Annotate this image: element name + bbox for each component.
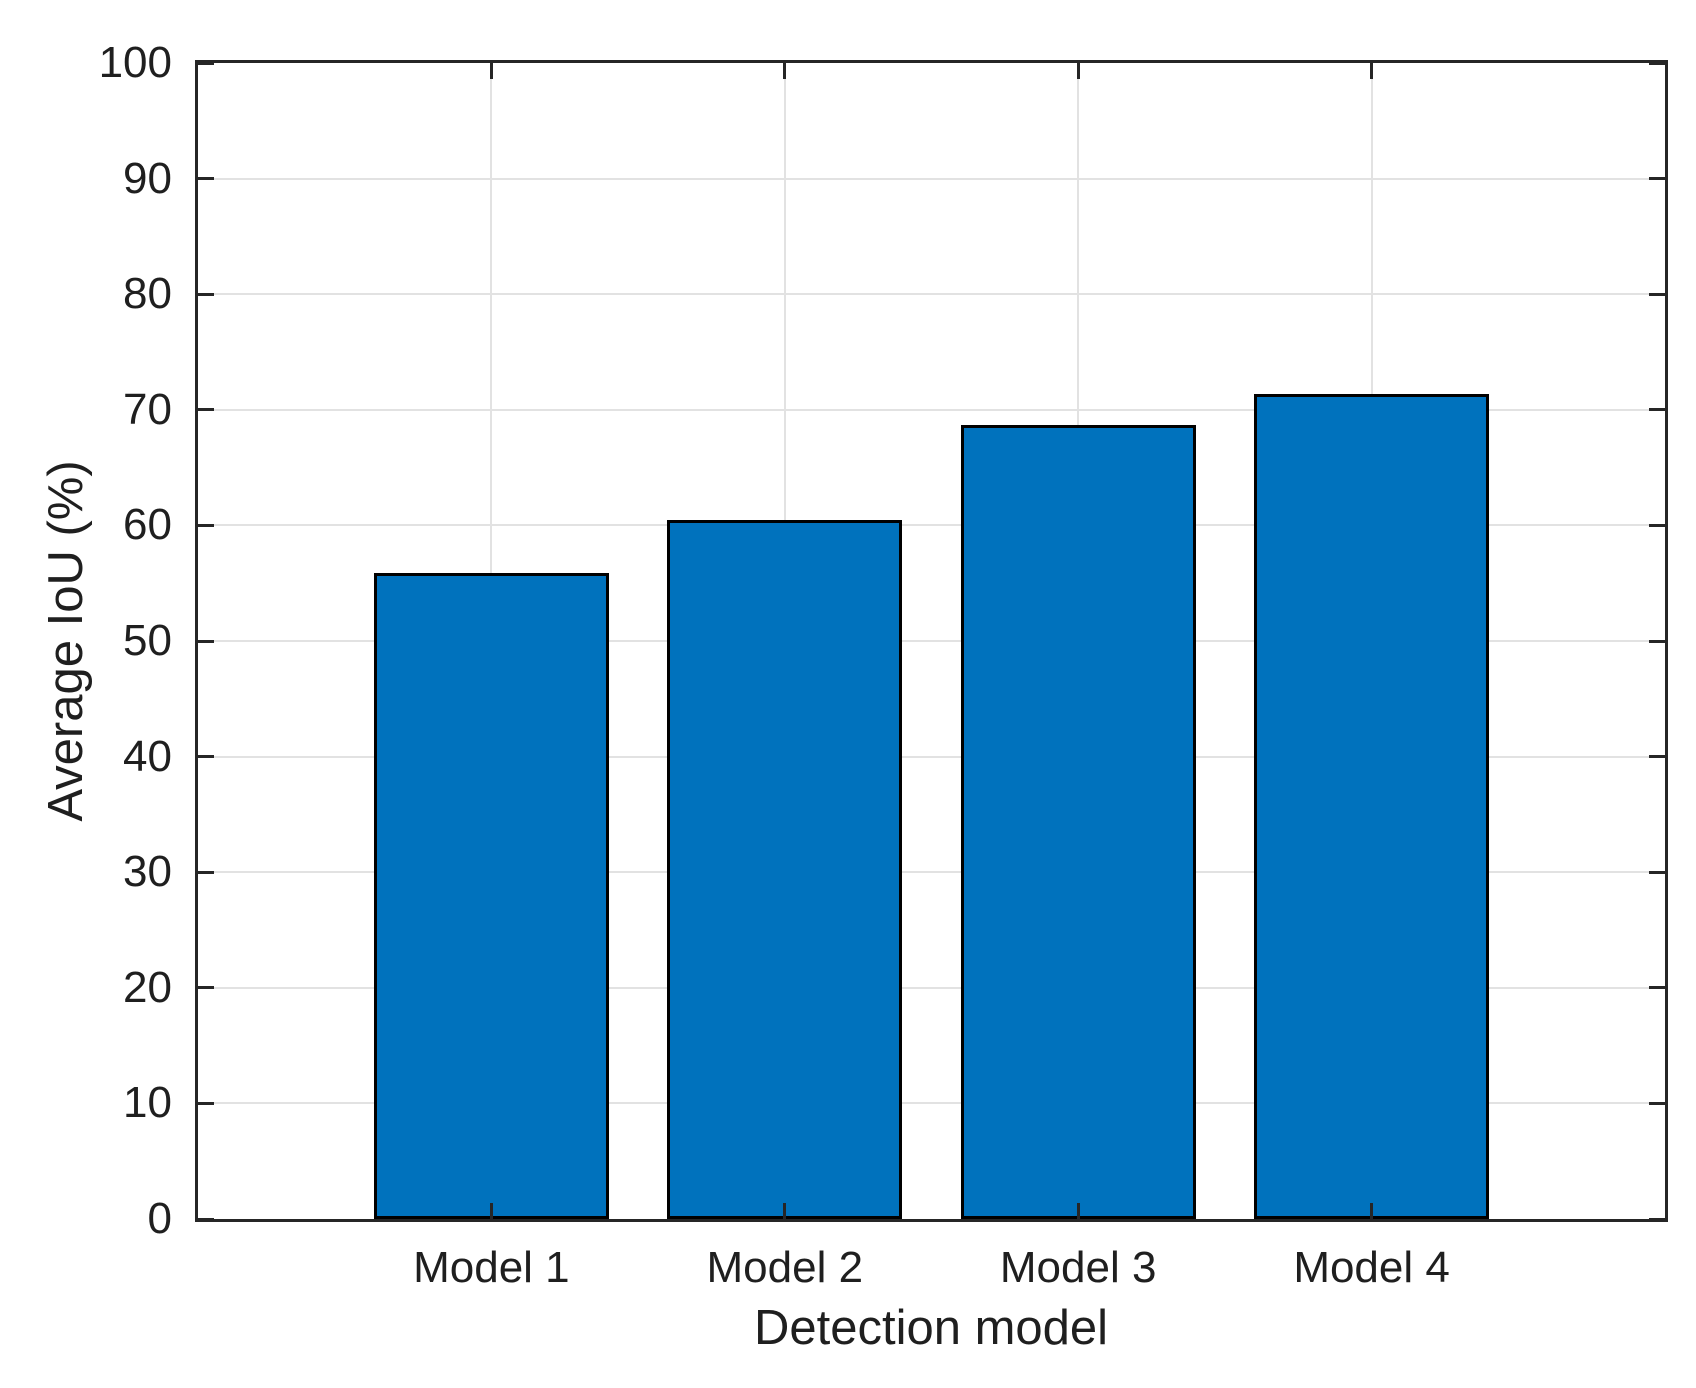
x-tick-label: Model 1: [413, 1243, 570, 1292]
x-tick-mark-top: [1370, 63, 1374, 79]
x-tick-label: Model 2: [706, 1243, 864, 1292]
y-tick-label: 20: [123, 962, 172, 1012]
y-gridline: [198, 755, 1665, 758]
y-tick-mark-right: [1649, 1101, 1665, 1105]
y-tick-mark-right: [1649, 639, 1665, 643]
y-tick-mark-left: [198, 755, 214, 759]
bar-model-3: [960, 424, 1196, 1219]
y-tick-mark-left: [198, 870, 214, 874]
y-tick-mark-left: [198, 1217, 214, 1221]
x-tick-mark-bottom: [1370, 1203, 1374, 1219]
x-tick-label: Model 4: [1293, 1243, 1450, 1292]
y-gridline: [198, 1102, 1665, 1105]
y-tick-mark-left: [198, 639, 214, 643]
y-tick-mark-left: [198, 61, 214, 65]
y-tick-label: 90: [123, 153, 172, 203]
y-tick-label: 10: [123, 1078, 172, 1128]
x-tick-mark-top: [1076, 63, 1080, 79]
y-tick-mark-right: [1649, 292, 1665, 296]
y-tick-mark-left: [198, 523, 214, 527]
y-gridline: [198, 293, 1665, 296]
x-tick-mark-top: [783, 63, 787, 79]
y-tick-mark-right: [1649, 523, 1665, 527]
y-tick-mark-right: [1649, 986, 1665, 990]
y-tick-label: 50: [123, 616, 172, 665]
x-tick-label: Model 3: [999, 1243, 1157, 1292]
y-tick-mark-left: [198, 292, 214, 296]
y-tick-mark-left: [198, 986, 214, 990]
y-gridline: [198, 408, 1665, 411]
y-tick-mark-right: [1649, 755, 1665, 759]
plot-area: [195, 60, 1668, 1222]
y-tick-label: 70: [123, 384, 172, 434]
x-tick-mark-bottom: [1076, 1203, 1080, 1219]
x-tick-mark-bottom: [489, 1203, 493, 1219]
y-gridline: [198, 524, 1665, 527]
y-gridline: [198, 871, 1665, 874]
y-gridline: [198, 986, 1665, 989]
x-axis-label: Detection model: [753, 1301, 1109, 1355]
y-tick-mark-right: [1649, 408, 1665, 412]
y-tick-mark-left: [198, 177, 214, 181]
x-tick-mark-top: [489, 63, 493, 79]
y-gridline: [198, 640, 1665, 642]
y-gridline: [198, 177, 1665, 180]
y-tick-mark-right: [1649, 61, 1665, 65]
y-tick-mark-left: [198, 408, 214, 412]
x-tick-mark-bottom: [783, 1203, 787, 1219]
y-tick-mark-right: [1649, 177, 1665, 181]
y-tick-mark-left: [198, 1101, 214, 1105]
bar-model-4: [1254, 393, 1489, 1219]
y-tick-label: 60: [123, 500, 172, 550]
bar-model-2: [667, 519, 903, 1219]
y-tick-label: 40: [123, 731, 172, 781]
y-tick-label: 100: [98, 38, 172, 87]
bar-model-1: [374, 572, 609, 1219]
y-tick-label: 0: [147, 1194, 172, 1243]
y-tick-label: 30: [123, 847, 172, 897]
y-tick-label: 80: [123, 269, 172, 319]
y-tick-mark-right: [1649, 870, 1665, 874]
y-tick-mark-right: [1649, 1217, 1665, 1221]
